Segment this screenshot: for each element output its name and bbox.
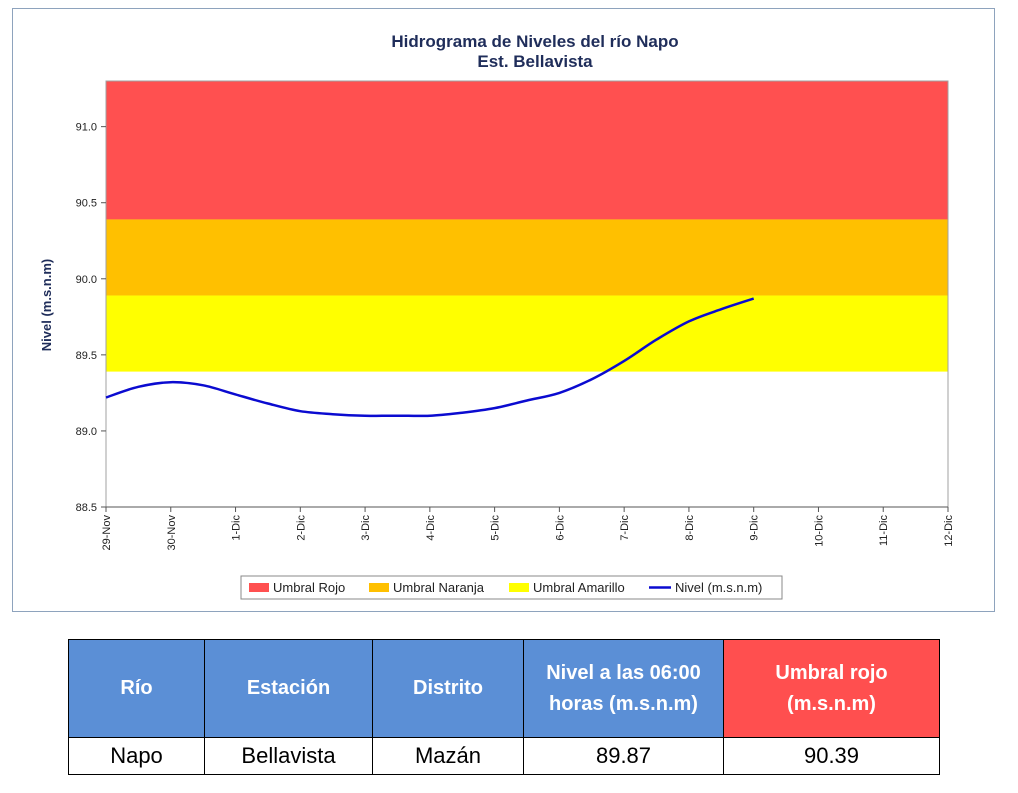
- x-tick-label: 9-Dic: [749, 515, 761, 541]
- legend-swatch: [509, 583, 529, 592]
- y-tick-label: 89.5: [76, 350, 97, 362]
- x-tick-label: 3-Dic: [360, 515, 372, 541]
- header-nivel: Nivel a las 06:00 horas (m.s.n.m): [523, 639, 724, 738]
- cell-distrito: Mazán: [372, 737, 524, 775]
- x-tick-label: 6-Dic: [554, 515, 566, 541]
- legend-item-label: Umbral Rojo: [273, 580, 345, 595]
- y-tick-label: 90.5: [76, 198, 97, 210]
- chart-subtitle: Est. Bellavista: [477, 52, 593, 71]
- legend-item-label: Umbral Amarillo: [533, 580, 625, 595]
- table-row: Napo Bellavista Mazán 89.87 90.39: [68, 737, 940, 775]
- station-table: Río Estación Distrito Nivel a las 06:00 …: [68, 639, 940, 775]
- x-tick-label: 4-Dic: [425, 515, 437, 541]
- x-tick-label: 12-Dic: [943, 515, 955, 547]
- band-umbral-rojo: [106, 81, 948, 220]
- legend-item-label: Umbral Naranja: [393, 580, 485, 595]
- x-tick-label: 2-Dic: [295, 515, 307, 541]
- header-umbral-rojo: Umbral rojo (m.s.n.m): [723, 639, 940, 738]
- header-rio: Río: [68, 639, 205, 738]
- y-axis-label: Nivel (m.s.n.m): [39, 259, 54, 351]
- x-tick-label: 7-Dic: [619, 515, 631, 541]
- legend-swatch: [369, 583, 389, 592]
- y-tick-label: 89.0: [76, 426, 97, 438]
- cell-nivel: 89.87: [523, 737, 724, 775]
- cell-rio: Napo: [68, 737, 205, 775]
- band-umbral-naranja: [106, 219, 948, 296]
- x-tick-label: 10-Dic: [813, 515, 825, 547]
- x-tick-label: 29-Nov: [101, 515, 113, 551]
- y-tick-label: 91.0: [76, 122, 97, 134]
- y-tick-label: 90.0: [76, 274, 97, 286]
- band-umbral-amarillo: [106, 295, 948, 372]
- x-tick-label: 11-Dic: [878, 515, 890, 546]
- x-tick-label: 5-Dic: [490, 515, 502, 541]
- header-estacion: Estación: [204, 639, 373, 738]
- hydrograph-chart: Hidrograma de Niveles del río Napo Est. …: [39, 32, 955, 600]
- x-tick-label: 30-Nov: [166, 515, 178, 551]
- legend-item-label: Nivel (m.s.n.m): [675, 580, 762, 595]
- cell-estacion: Bellavista: [204, 737, 373, 775]
- header-distrito: Distrito: [372, 639, 524, 738]
- y-tick-label: 88.5: [76, 502, 97, 514]
- legend-swatch: [249, 583, 269, 592]
- series-line-nivel: [105, 297, 755, 418]
- chart-frame: Hidrograma de Niveles del río Napo Est. …: [12, 8, 995, 612]
- cell-umbral-rojo: 90.39: [723, 737, 940, 775]
- table-header-row: Río Estación Distrito Nivel a las 06:00 …: [68, 639, 940, 738]
- x-tick-label: 1-Dic: [231, 515, 243, 541]
- chart-title: Hidrograma de Niveles del río Napo: [391, 32, 678, 51]
- x-tick-label: 8-Dic: [684, 515, 696, 541]
